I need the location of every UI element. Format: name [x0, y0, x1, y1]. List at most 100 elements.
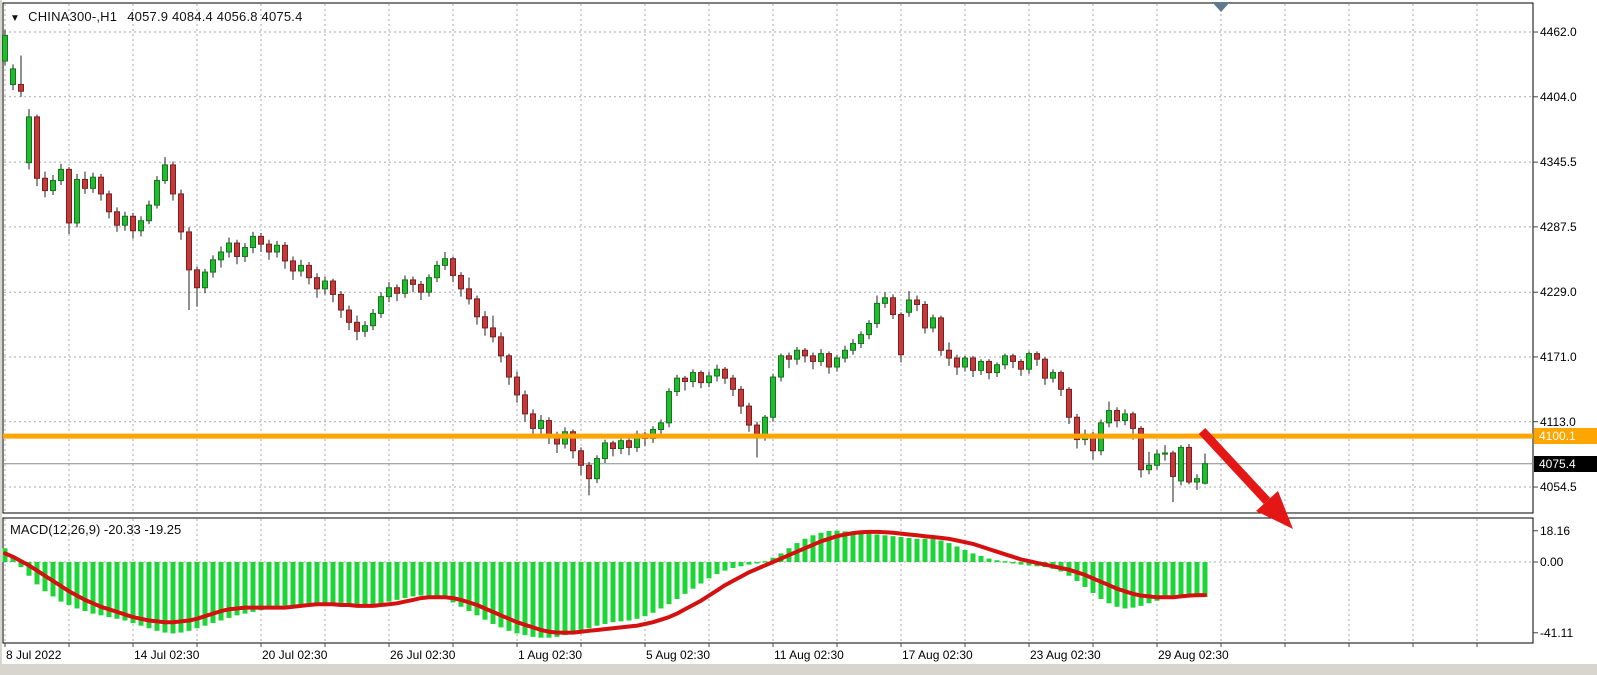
candle-body: [266, 243, 272, 253]
candle-body: [346, 309, 352, 323]
macd-histogram-bar: [634, 562, 640, 619]
candle-body: [34, 116, 40, 179]
candle-body: [770, 376, 776, 418]
macd-tick-label: 0.00: [1540, 555, 1564, 569]
macd-histogram-bar: [522, 562, 528, 636]
window-bottom-strip: [0, 664, 1597, 675]
candle-body: [970, 357, 976, 371]
candle-body: [1122, 413, 1128, 422]
candle-body: [906, 299, 912, 313]
macd-histogram-bar: [818, 532, 824, 562]
candle-body: [1002, 355, 1008, 366]
candle-body: [450, 258, 456, 276]
macd-histogram-bar: [906, 537, 912, 562]
macd-histogram-bar: [58, 562, 64, 602]
ohlc-values: 4057.9 4084.4 4056.8 4075.4: [127, 9, 303, 24]
candle-body: [1066, 388, 1072, 418]
trend-arrow-head[interactable]: [1256, 491, 1293, 529]
candle-body: [122, 215, 128, 226]
macd-indicator-label: MACD(12,26,9) -20.33 -19.25: [10, 522, 182, 537]
candle-body: [306, 264, 312, 279]
macd-histogram-bar: [362, 562, 368, 606]
macd-histogram-bar: [506, 562, 512, 631]
macd-histogram-bar: [978, 555, 984, 562]
price-tick-label: 4404.0: [1540, 89, 1577, 104]
macd-histogram-bar: [306, 562, 312, 604]
candle-body: [690, 372, 696, 383]
candle-body: [410, 279, 416, 285]
macd-histogram-bar: [314, 562, 320, 604]
candle-body: [746, 405, 752, 426]
macd-histogram-bar: [594, 562, 600, 626]
macd-histogram-bar: [874, 534, 880, 562]
macd-histogram-bar: [618, 562, 624, 622]
candle-body: [850, 343, 856, 351]
candle-body: [538, 420, 544, 429]
candle-body: [474, 298, 480, 318]
macd-histogram-bar: [226, 562, 232, 618]
macd-histogram-bar: [114, 562, 120, 619]
macd-histogram-bar: [1154, 562, 1160, 601]
orange-level-price-tag: 4100.1: [1534, 428, 1597, 444]
symbol-dropdown-icon[interactable]: ▼: [10, 13, 21, 24]
macd-histogram-bar: [994, 560, 1000, 562]
macd-histogram-bar: [266, 562, 272, 609]
candle-body: [730, 377, 736, 390]
time-tick-label: 29 Aug 02:30: [1158, 648, 1229, 662]
macd-histogram-bar: [106, 562, 112, 618]
macd-histogram-bar: [138, 562, 144, 626]
candle-body: [386, 287, 392, 298]
macd-histogram-bar: [98, 562, 104, 616]
macd-histogram-bar: [410, 562, 416, 597]
macd-histogram-bar: [250, 562, 256, 612]
candle-body: [402, 279, 408, 294]
macd-histogram-bar: [626, 562, 632, 621]
candle-body: [786, 355, 792, 360]
candle-body: [362, 325, 368, 332]
macd-histogram-bar: [10, 556, 16, 562]
macd-histogram-bar: [1010, 562, 1016, 564]
candle-body: [1050, 372, 1056, 379]
candle-body: [1010, 355, 1016, 362]
macd-histogram-bar: [834, 530, 840, 562]
macd-tick-label: -41.11: [1540, 625, 1574, 640]
macd-panel[interactable]: [2, 517, 1534, 644]
macd-histogram-bar: [530, 562, 536, 637]
candle-body: [418, 283, 424, 293]
candle-body: [442, 258, 448, 266]
macd-histogram-bar: [234, 562, 240, 616]
candle-body: [18, 84, 24, 92]
candle-body: [682, 377, 688, 383]
price-tick-label: 4345.5: [1540, 155, 1577, 170]
candle-body: [274, 244, 280, 253]
price-tick-label: 4229.0: [1540, 285, 1577, 300]
candle-body: [114, 211, 120, 226]
candle-body: [506, 355, 512, 378]
candle-body: [1034, 353, 1040, 360]
candle-body: [1026, 353, 1032, 370]
candle-body: [282, 244, 288, 262]
macd-histogram-bar: [26, 562, 32, 576]
macd-histogram-bar: [370, 562, 376, 606]
candle-body: [818, 353, 824, 362]
candle-body: [722, 368, 728, 379]
candle-body: [74, 178, 80, 224]
macd-histogram-bar: [898, 537, 904, 562]
candle-body: [1146, 464, 1152, 471]
macd-histogram-bar: [474, 562, 480, 616]
window-left-strip: [0, 0, 2, 675]
macd-histogram-bar: [890, 536, 896, 562]
macd-signal-line: [3, 529, 1207, 635]
macd-histogram-bar: [186, 562, 192, 631]
macd-histogram-bar: [610, 562, 616, 623]
macd-histogram-bar: [162, 562, 168, 633]
candle-body: [810, 355, 816, 362]
candle-body: [1042, 358, 1048, 379]
trend-arrow-shaft[interactable]: [1198, 427, 1271, 505]
candle-body: [1130, 413, 1136, 429]
candle-body: [458, 274, 464, 290]
macd-histogram-bar: [514, 562, 520, 634]
macd-histogram-bar: [130, 562, 136, 624]
